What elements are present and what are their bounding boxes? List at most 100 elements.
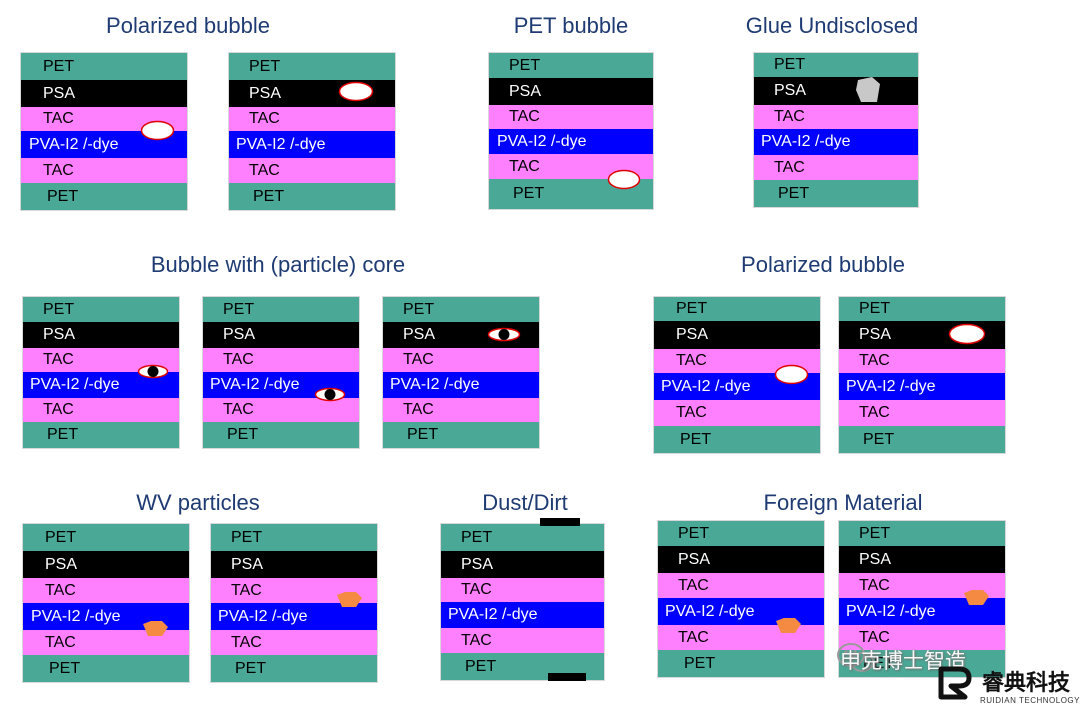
layer-pet: PET	[23, 524, 189, 551]
layer-pet: PET	[229, 183, 395, 210]
layer-label: PET	[45, 528, 77, 546]
layer-label: TAC	[249, 110, 280, 127]
layer-psa: PSA	[23, 551, 189, 578]
bubble-defect	[607, 169, 641, 190]
layer-pet: PET	[203, 422, 359, 448]
layer-stack: PET PSA TAC PVA-I2 /-dye TAC PET	[210, 523, 378, 683]
layer-pet: PET	[654, 297, 820, 321]
layer-tac: TAC	[754, 105, 918, 129]
layer-tac: TAC	[21, 158, 187, 183]
layer-label: PET	[684, 654, 716, 672]
layer-label: PET	[235, 659, 267, 677]
layer-label: TAC	[223, 401, 254, 418]
layer-label: PET	[43, 57, 75, 75]
layer-tac: TAC	[839, 400, 1005, 426]
layer-pet: PET	[23, 297, 179, 322]
layer-pet: PET	[229, 53, 395, 80]
layer-tac: TAC	[229, 107, 395, 131]
layer-label: PVA-I2 /-dye	[846, 377, 936, 395]
layer-stack: PET PSA TAC PVA-I2 /-dye TAC PET	[382, 296, 540, 449]
layer-pva: PVA-I2 /-dye	[211, 603, 377, 630]
particle-core-bubble	[137, 364, 169, 379]
layer-psa: PSA	[211, 551, 377, 578]
layer-label: PSA	[509, 82, 542, 100]
layer-label: TAC	[859, 404, 890, 421]
layer-label: PVA-I2 /-dye	[665, 602, 755, 620]
title-polarized-bubble: Polarized bubble	[106, 13, 270, 38]
layer-label: PVA-I2 /-dye	[30, 376, 120, 393]
title-dust-dirt: Dust/Dirt	[482, 490, 568, 515]
layer-label: TAC	[859, 352, 890, 369]
layer-label: TAC	[403, 351, 434, 368]
glue-defect	[856, 77, 880, 102]
layer-label: PET	[680, 430, 712, 448]
layer-pet: PET	[489, 53, 653, 78]
layer-label: TAC	[461, 581, 492, 598]
layer-tac: TAC	[229, 158, 395, 183]
layer-tac: TAC	[203, 348, 359, 372]
layer-label: PSA	[403, 326, 436, 343]
layer-label: PET	[461, 528, 493, 546]
layer-tac: TAC	[383, 398, 539, 422]
layer-stack: PET PSA TAC PVA-I2 /-dye TAC PET	[753, 52, 919, 208]
layer-label: TAC	[249, 161, 280, 179]
layer-psa: PSA	[839, 546, 1005, 573]
layer-stack: PET PSA TAC PVA-I2 /-dye TAC PET	[228, 52, 396, 211]
watermark-line3: RUIDIAN TECHNOLOGY	[980, 696, 1080, 705]
dust-defect	[540, 518, 580, 526]
bubble-defect	[774, 364, 809, 385]
layer-tac: TAC	[23, 578, 189, 603]
layer-tac: TAC	[654, 400, 820, 426]
layer-label: TAC	[43, 401, 74, 418]
layer-label: TAC	[509, 157, 540, 175]
watermark-line1: 申克博士智造	[840, 650, 966, 673]
layer-label: PET	[253, 187, 285, 205]
ruidian-logo-icon	[938, 666, 972, 700]
title-glue-undisclosed: Glue Undisclosed	[745, 13, 919, 38]
title-bubble-particle-core: Bubble with (particle) core	[150, 252, 406, 277]
layer-label: PVA-I2 /-dye	[846, 602, 936, 620]
layer-label: PET	[43, 300, 75, 318]
layer-label: PVA-I2 /-dye	[448, 606, 538, 623]
layer-label: PVA-I2 /-dye	[497, 132, 587, 150]
layer-label: PET	[47, 187, 79, 205]
layer-tac: TAC	[754, 155, 918, 180]
layer-pet: PET	[839, 521, 1005, 546]
layer-label: PSA	[859, 550, 892, 568]
layer-pet: PET	[211, 655, 377, 682]
layer-label: TAC	[43, 110, 74, 127]
layer-tac: TAC	[839, 349, 1005, 373]
particle-core-bubble	[487, 327, 521, 342]
dust-defect	[548, 673, 586, 681]
layer-tac: TAC	[839, 625, 1005, 650]
layer-label: PET	[403, 300, 435, 318]
layer-label: TAC	[231, 633, 262, 651]
title-polarized-bubble-2: Polarized bubble	[741, 252, 905, 277]
layer-pet: PET	[658, 650, 824, 677]
layer-stack: PET PSA TAC PVA-I2 /-dye TAC PET	[440, 523, 605, 681]
layer-pet: PET	[654, 426, 820, 453]
title-foreign-material: Foreign Material	[763, 490, 923, 515]
particle-defect	[776, 618, 801, 633]
layer-pet: PET	[754, 180, 918, 207]
layer-label: PET	[774, 56, 806, 73]
layer-stack: PET PSA TAC PVA-I2 /-dye TAC PET	[488, 52, 654, 210]
layer-label: PET	[859, 524, 891, 542]
layer-stack: PET PSA TAC PVA-I2 /-dye TAC PET	[657, 520, 825, 678]
layer-label: PSA	[43, 84, 76, 102]
layer-psa: PSA	[203, 322, 359, 348]
layer-pet: PET	[441, 524, 604, 551]
watermark-line2: 睿典科技	[982, 670, 1071, 695]
layer-tac: TAC	[658, 573, 824, 598]
layer-pet: PET	[839, 297, 1005, 321]
layer-label: PET	[859, 300, 891, 317]
layer-tac: TAC	[441, 578, 604, 602]
layer-psa: PSA	[21, 80, 187, 107]
layer-psa: PSA	[441, 551, 604, 578]
layer-pet: PET	[21, 183, 187, 210]
layer-label: TAC	[223, 351, 254, 368]
layer-label: PSA	[231, 555, 264, 573]
particle-defect	[143, 621, 168, 636]
layer-pva: PVA-I2 /-dye	[489, 129, 653, 154]
